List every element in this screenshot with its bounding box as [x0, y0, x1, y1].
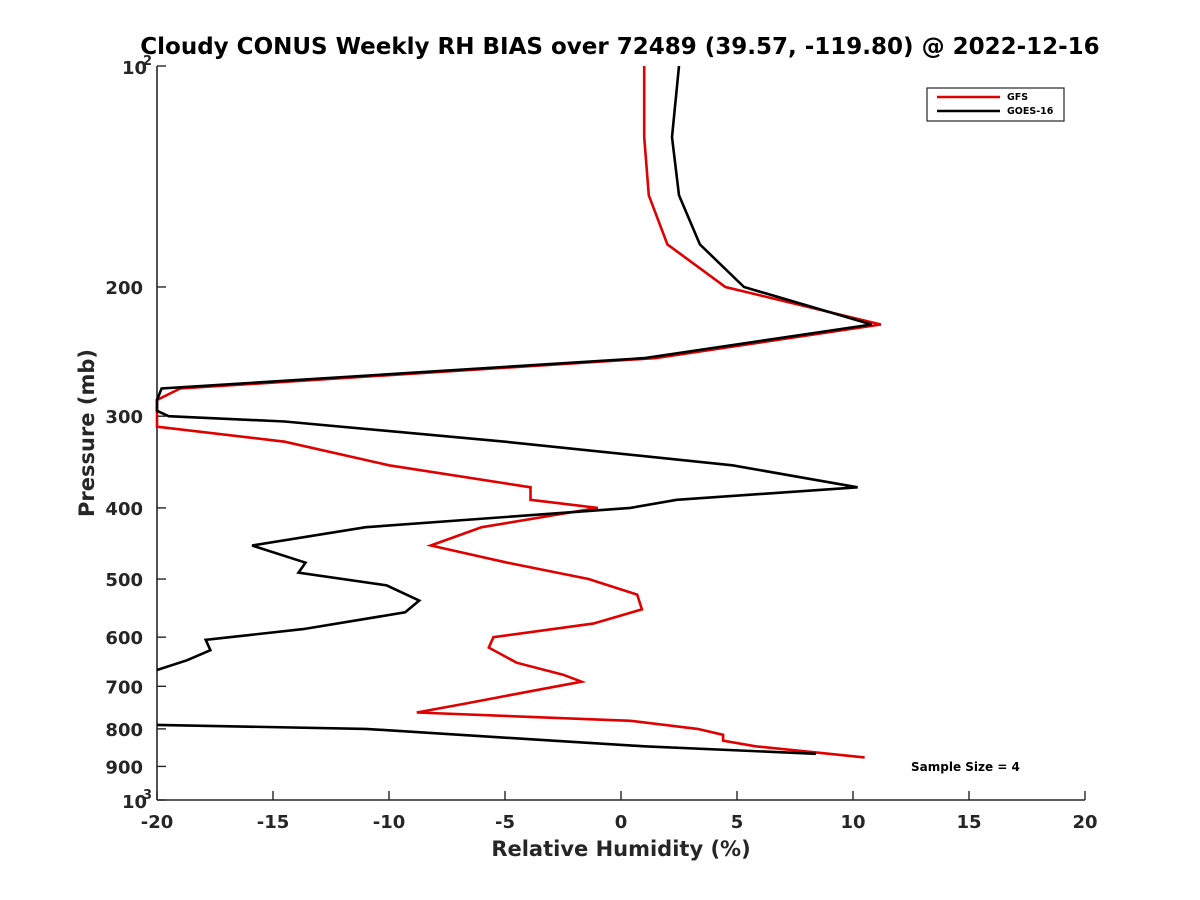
legend-label-gfs: GFS — [1007, 92, 1028, 103]
y-tick-label: 400 — [105, 499, 143, 520]
series-line-gfs-0 — [155, 66, 882, 759]
y-tick-label: 600 — [105, 628, 143, 649]
x-tick-label: 5 — [731, 812, 744, 833]
legend: GFS GOES-16 — [926, 87, 1065, 122]
y-tick-label: 500 — [105, 570, 143, 591]
chart-title: Cloudy CONUS Weekly RH BIAS over 72489 (… — [140, 34, 1099, 60]
y-tick-label: 800 — [105, 720, 143, 741]
x-tick-label: 10 — [840, 812, 865, 833]
series-line-goes16-lower-2 — [156, 723, 816, 756]
series-line-goes-16-1 — [155, 65, 872, 672]
y-tick-exponent: 3 — [143, 788, 152, 803]
x-axis-label: Relative Humidity (%) — [491, 837, 750, 861]
y-tick-label: 200 — [105, 278, 143, 299]
x-tick-label: -10 — [373, 812, 406, 833]
plot-area: -20 -15 -10 -5 0 5 10 15 20 10220030040050060070… — [105, 54, 1097, 833]
x-tick-label: 15 — [956, 812, 981, 833]
y-tick-label: 10 — [122, 792, 147, 813]
x-tick-label: 0 — [615, 812, 628, 833]
x-ticks: -20 -15 -10 -5 0 5 10 15 20 — [141, 791, 1098, 833]
y-tick-label: 700 — [105, 677, 143, 698]
x-tick-label: -5 — [495, 812, 515, 833]
y-tick-label: 300 — [105, 407, 143, 428]
legend-box — [926, 87, 1065, 122]
series-layer — [155, 65, 882, 759]
y-tick-exponent: 2 — [143, 54, 152, 69]
x-tick-label: 20 — [1072, 812, 1097, 833]
y-axis-label: Pressure (mb) — [75, 349, 99, 517]
legend-label-goes16: GOES-16 — [1007, 106, 1054, 117]
x-tick-label: -15 — [257, 812, 290, 833]
sample-size-annotation: Sample Size = 4 — [911, 760, 1020, 774]
y-tick-label: 10 — [122, 58, 147, 79]
y-tick-label: 900 — [105, 757, 143, 778]
x-tick-label: -20 — [141, 812, 174, 833]
